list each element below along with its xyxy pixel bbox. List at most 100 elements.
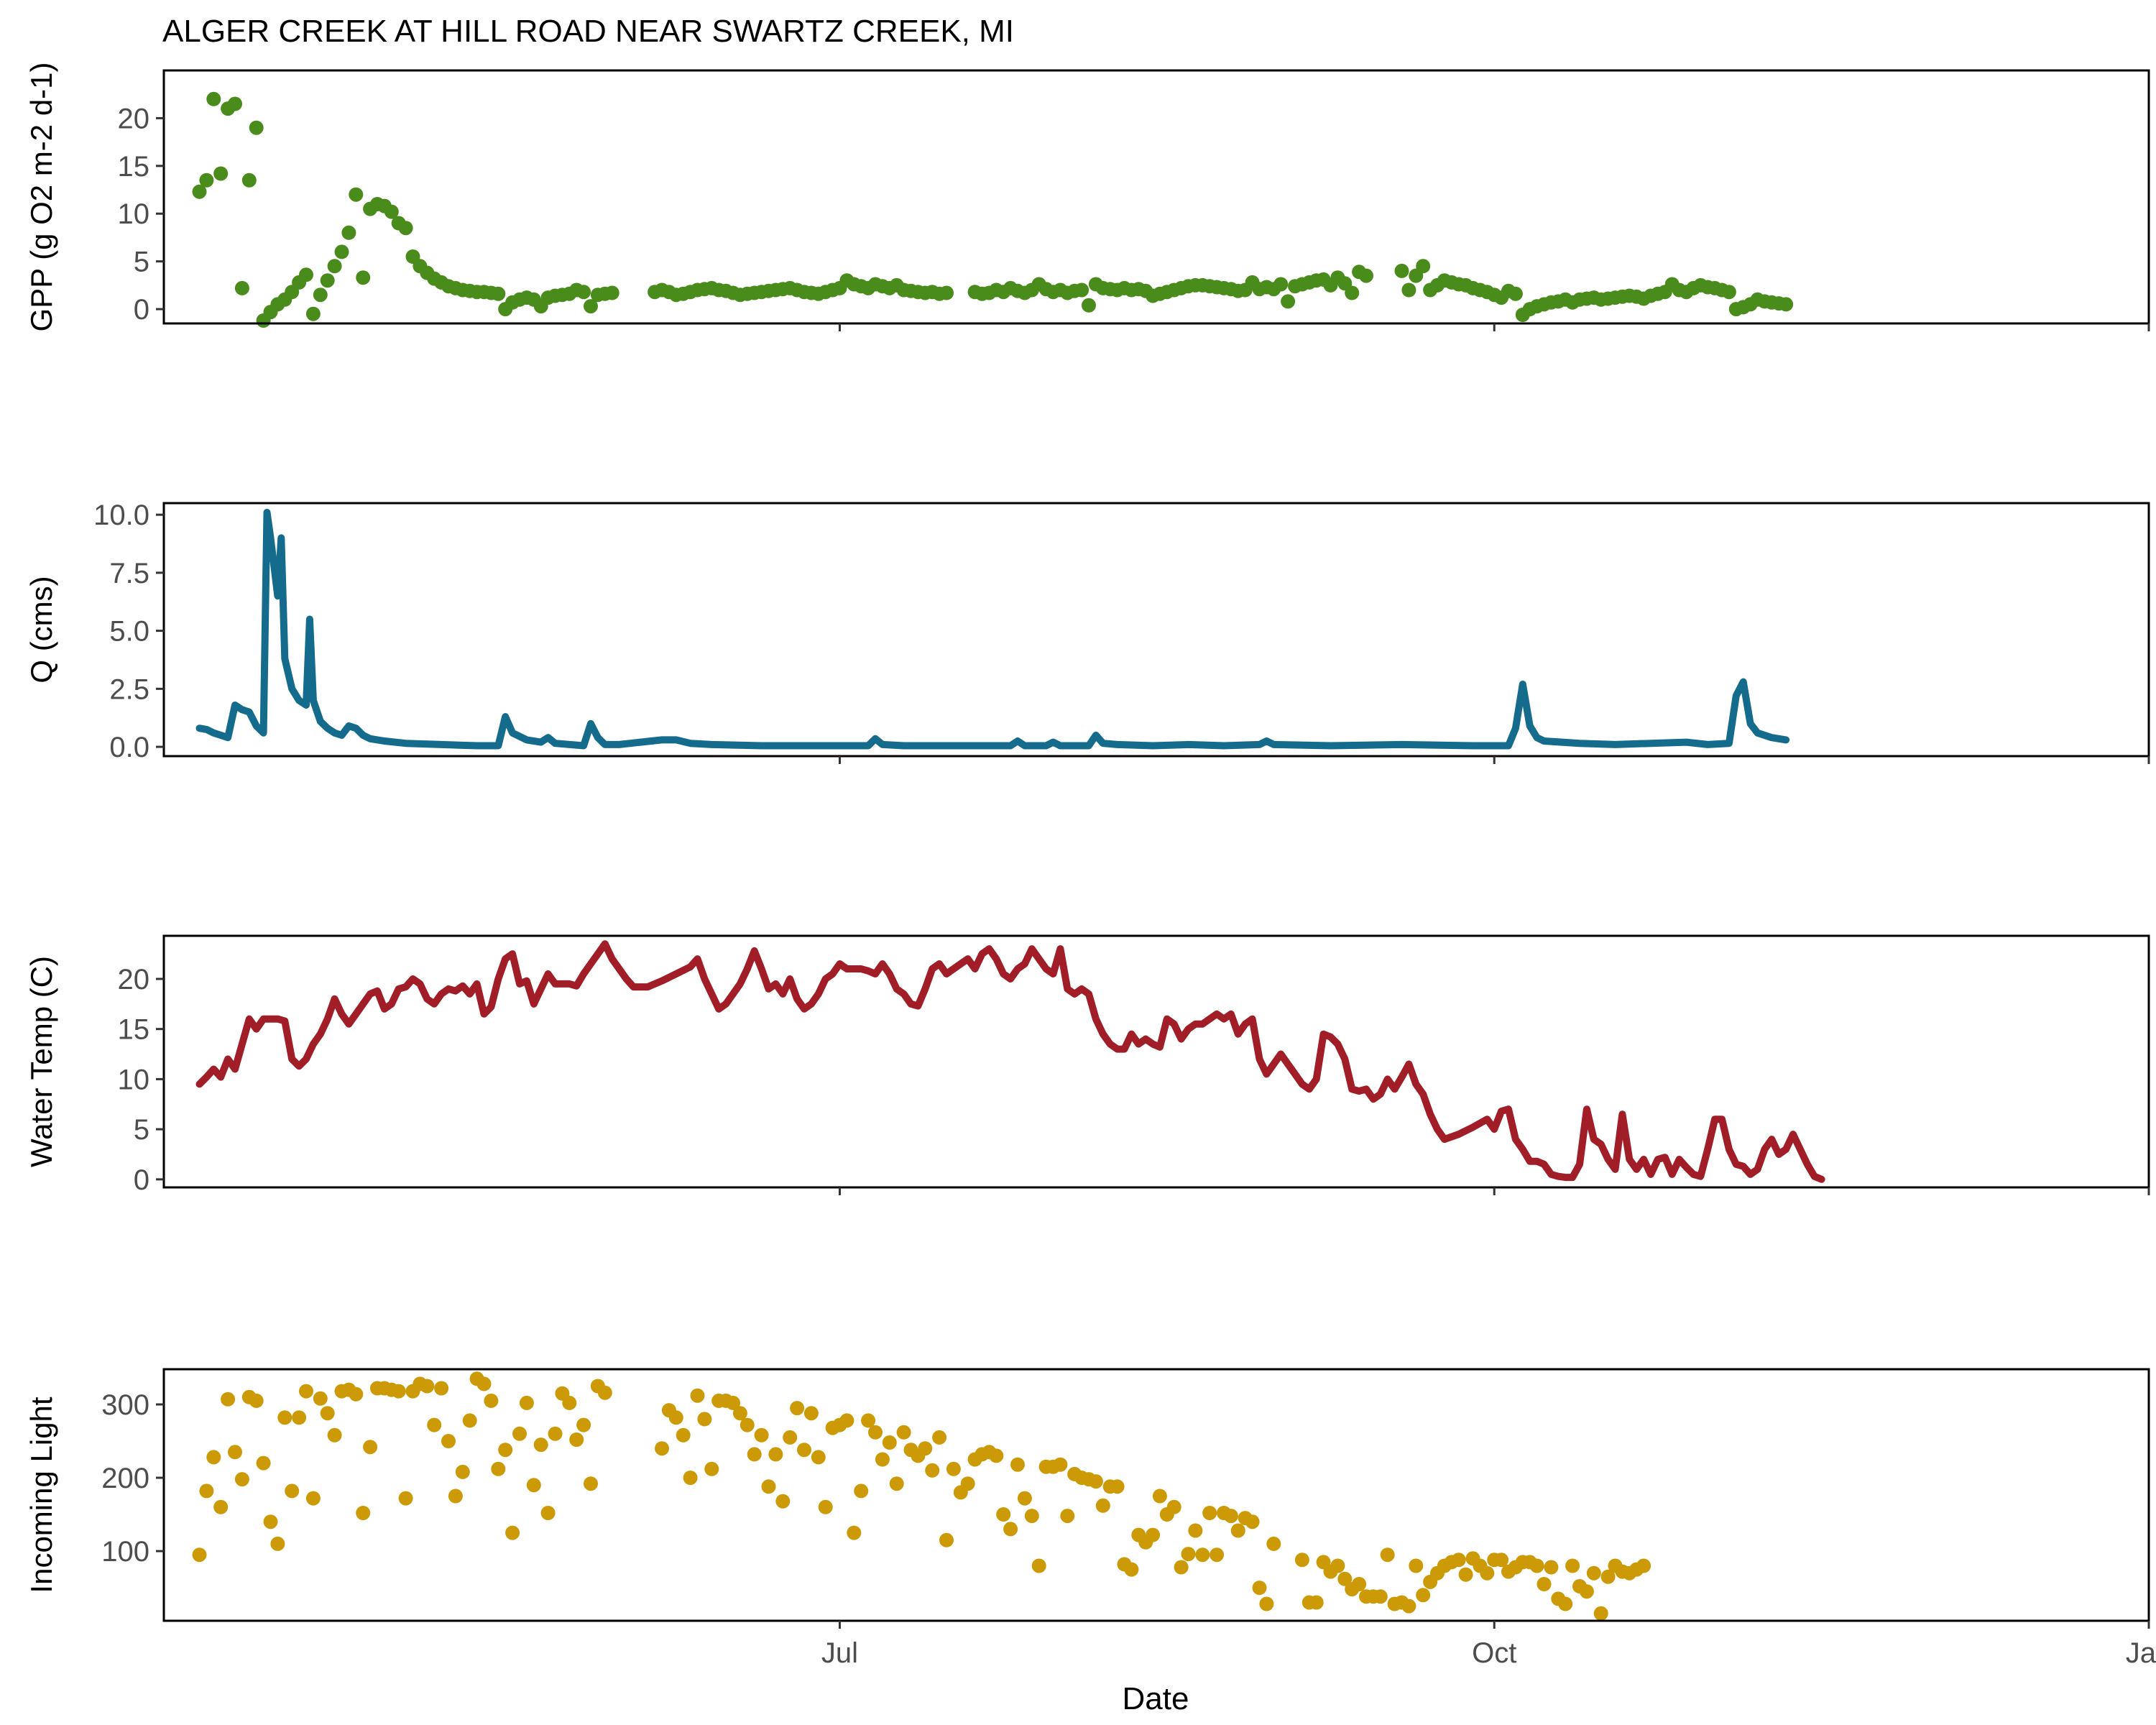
incoming_light-point-11 (270, 1536, 285, 1551)
incoming_light-point-40 (476, 1376, 492, 1392)
incoming_light-point-87 (861, 1413, 876, 1428)
incoming_light-point-145 (1294, 1552, 1309, 1568)
incoming_light-point-143 (1259, 1596, 1274, 1611)
incoming_light-point-153 (1352, 1577, 1367, 1591)
q-series-line (195, 508, 1790, 750)
incoming_light-point-44 (505, 1525, 520, 1540)
incoming_light-point-151 (1337, 1571, 1353, 1586)
x-tick-label-jan: Jan (2126, 1637, 2156, 1669)
water_temp-panel-frame (162, 934, 2150, 1189)
incoming_light-point-133 (1188, 1523, 1203, 1538)
incoming_light-point-9 (256, 1455, 271, 1471)
incoming_light-point-171 (1480, 1565, 1495, 1581)
gpp-point-5 (228, 96, 242, 111)
incoming_light-point-187 (1593, 1606, 1608, 1621)
water_temp-y-tick-label-2: 10 (118, 1064, 150, 1095)
incoming_light-point-2 (206, 1450, 221, 1465)
water_temp-y-tick-label-0: 0 (134, 1164, 149, 1196)
x-tick-label-oct: Oct (1472, 1637, 1516, 1669)
incoming_light-point-182 (1558, 1596, 1573, 1611)
gpp-point-55 (584, 299, 598, 314)
panel-incoming_light: 100 200 300 Incoming Light (24, 1368, 2150, 1629)
incoming_light-point-24 (363, 1440, 378, 1455)
x-tick-label-jul: Jul (821, 1637, 858, 1669)
incoming_light-point-130 (1166, 1499, 1181, 1514)
q-y-tick-label-3: 7.5 (109, 558, 149, 589)
gpp-point-54 (576, 285, 591, 300)
incoming_light-point-4 (221, 1392, 236, 1407)
gpp-point-203 (1721, 285, 1736, 300)
incoming_light-point-97 (932, 1430, 947, 1445)
water_temp-y-axis-label: Water Temp (C) (24, 956, 58, 1167)
incoming_light-point-32 (420, 1379, 435, 1394)
incoming_light-point-61 (676, 1427, 691, 1443)
gpp-y-tick-label-2: 10 (118, 198, 150, 230)
incoming_light-point-69 (732, 1406, 747, 1421)
gpp-point-0 (192, 184, 207, 199)
gpp-point-22 (349, 187, 364, 202)
incoming_light-point-136 (1210, 1547, 1225, 1563)
incoming_light-point-85 (847, 1525, 862, 1540)
incoming_light-point-22 (349, 1386, 364, 1402)
incoming_light-point-73 (761, 1479, 776, 1494)
incoming_light-point-65 (704, 1461, 719, 1476)
incoming_light-point-13 (285, 1484, 300, 1499)
incoming_light-point-8 (249, 1393, 264, 1408)
gpp-y-axis-label: GPP (g O2 m-2 d-1) (24, 62, 58, 331)
incoming_light-point-16 (305, 1491, 321, 1506)
incoming_light-point-168 (1458, 1567, 1473, 1582)
incoming_light-point-70 (740, 1417, 755, 1432)
incoming_light-point-55 (584, 1476, 598, 1491)
gpp-point-145 (1281, 294, 1296, 309)
gpp-point-160 (1416, 259, 1431, 274)
incoming_light-point-127 (1146, 1527, 1161, 1542)
incoming_light-point-42 (491, 1461, 506, 1476)
gpp-point-211 (1779, 297, 1794, 312)
gpp-point-154 (1345, 285, 1360, 300)
gpp-point-2 (206, 91, 221, 106)
incoming_light-point-77 (790, 1401, 805, 1416)
incoming_light-point-38 (462, 1413, 477, 1428)
incoming_light-point-49 (540, 1506, 556, 1520)
incoming_light-point-95 (918, 1441, 933, 1456)
gpp-point-19 (327, 259, 342, 274)
incoming_light-point-6 (234, 1472, 249, 1487)
panel-gpp: 0 5 10 15 20 GPP (g O2 m-2 d-1) (24, 62, 2150, 332)
incoming_light-point-14 (292, 1410, 307, 1425)
incoming_light-point-57 (597, 1385, 612, 1400)
q-y-axis-label: Q (cms) (24, 576, 58, 683)
water_temp-y-tick-label-4: 20 (118, 964, 150, 995)
q-panel-frame (162, 502, 2150, 758)
incoming_light-y-axis-label: Incoming Light (24, 1397, 58, 1593)
gpp-point-16 (305, 306, 321, 321)
incoming_light-point-74 (768, 1447, 783, 1462)
incoming_light-point-58 (655, 1441, 669, 1456)
incoming_light-point-17 (313, 1391, 328, 1406)
incoming_light-point-178 (1529, 1558, 1544, 1573)
incoming_light-point-47 (526, 1478, 541, 1493)
incoming_light-point-45 (512, 1426, 527, 1441)
incoming_light-point-138 (1223, 1509, 1238, 1524)
incoming_light-point-111 (1031, 1558, 1046, 1573)
gpp-point-7 (241, 172, 257, 188)
q-y-tick-label-2: 5.0 (109, 616, 149, 648)
incoming_light-point-150 (1330, 1558, 1345, 1573)
incoming_light-point-1 (199, 1484, 214, 1499)
gpp-point-29 (398, 221, 413, 236)
gpp-point-58 (604, 285, 619, 300)
gpp-point-1 (199, 172, 214, 188)
incoming_light-point-60 (668, 1410, 683, 1425)
incoming_light-point-84 (839, 1413, 854, 1428)
incoming_light-point-46 (519, 1395, 534, 1410)
incoming_light-point-120 (1095, 1498, 1110, 1513)
gpp-point-156 (1359, 268, 1373, 283)
gpp-point-6 (234, 280, 249, 295)
incoming_light-point-99 (946, 1461, 961, 1476)
gpp-point-27 (384, 204, 399, 219)
incoming_light-point-41 (484, 1393, 499, 1408)
incoming_light-point-28 (391, 1384, 406, 1399)
incoming_light-point-79 (803, 1406, 819, 1421)
incoming_light-point-139 (1230, 1523, 1245, 1538)
incoming_light-point-64 (697, 1412, 712, 1427)
